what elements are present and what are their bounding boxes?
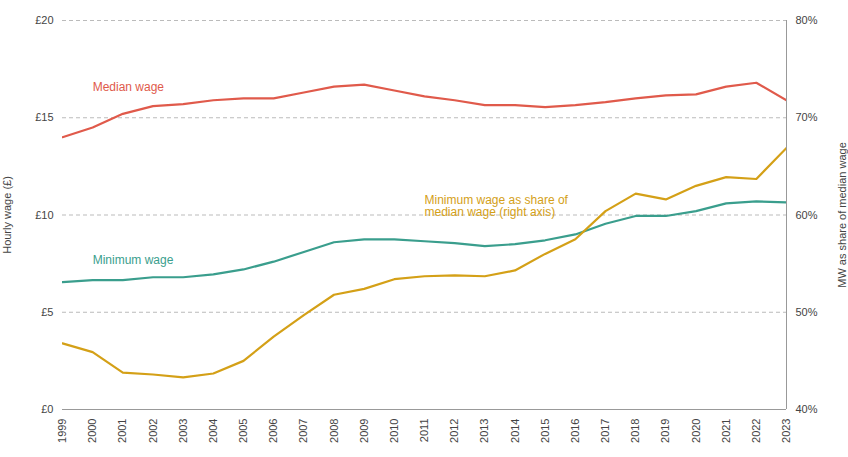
svg-text:2016: 2016 — [569, 419, 581, 443]
svg-text:2012: 2012 — [448, 419, 460, 443]
svg-text:1999: 1999 — [56, 419, 68, 443]
svg-text:£15: £15 — [35, 111, 53, 123]
svg-text:2000: 2000 — [86, 419, 98, 443]
svg-text:2019: 2019 — [659, 419, 671, 443]
svg-text:2004: 2004 — [207, 419, 219, 443]
svg-text:£10: £10 — [35, 209, 53, 221]
svg-text:2021: 2021 — [720, 419, 732, 443]
svg-text:£20: £20 — [35, 14, 53, 26]
svg-text:MW as share of median wage: MW as share of median wage — [836, 142, 848, 288]
svg-text:70%: 70% — [796, 111, 818, 123]
svg-text:2007: 2007 — [297, 419, 309, 443]
svg-text:Minimum wage: Minimum wage — [93, 253, 174, 267]
svg-text:50%: 50% — [796, 306, 818, 318]
svg-text:2009: 2009 — [358, 419, 370, 443]
svg-text:2011: 2011 — [418, 419, 430, 443]
svg-text:2013: 2013 — [478, 419, 490, 443]
svg-text:2017: 2017 — [599, 419, 611, 443]
svg-text:2020: 2020 — [690, 419, 702, 443]
svg-text:2001: 2001 — [116, 419, 128, 443]
svg-text:80%: 80% — [796, 14, 818, 26]
svg-text:2022: 2022 — [750, 419, 762, 443]
svg-text:2010: 2010 — [388, 419, 400, 443]
svg-text:2018: 2018 — [629, 419, 641, 443]
svg-text:£5: £5 — [41, 306, 53, 318]
svg-text:2008: 2008 — [328, 419, 340, 443]
svg-text:Hourly wage (£): Hourly wage (£) — [1, 176, 13, 254]
svg-text:Median wage: Median wage — [93, 80, 165, 94]
svg-text:2015: 2015 — [539, 419, 551, 443]
svg-text:60%: 60% — [796, 209, 818, 221]
svg-text:2023: 2023 — [780, 419, 792, 443]
svg-text:2003: 2003 — [177, 419, 189, 443]
svg-text:40%: 40% — [796, 403, 818, 415]
svg-text:£0: £0 — [41, 403, 53, 415]
svg-text:2014: 2014 — [509, 419, 521, 443]
svg-text:2005: 2005 — [237, 419, 249, 443]
svg-text:Minimum wage as share ofmedian: Minimum wage as share ofmedian wage (rig… — [425, 193, 569, 219]
svg-text:2006: 2006 — [267, 419, 279, 443]
svg-text:2002: 2002 — [147, 419, 159, 443]
